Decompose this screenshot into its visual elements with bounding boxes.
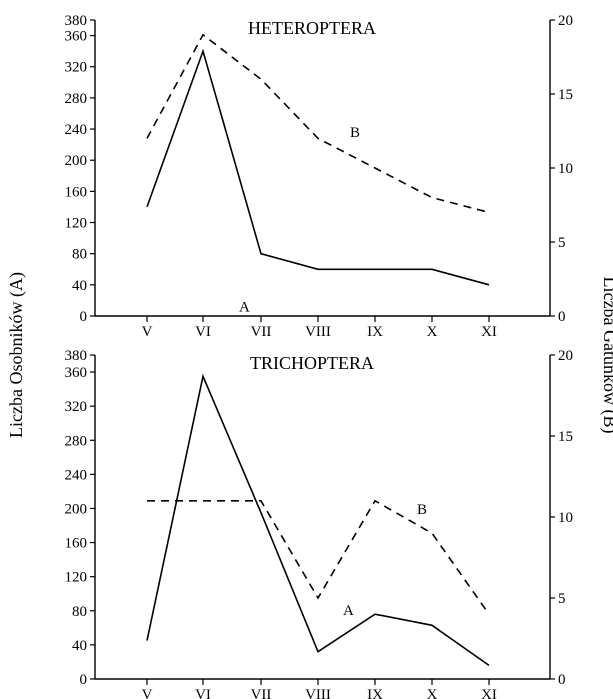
left-axis-tick-label: 280	[65, 433, 88, 449]
right-axis-tick-label: 0	[558, 672, 566, 688]
right-axis-tick-label: 20	[558, 13, 573, 29]
left-axis-tick-label: 280	[65, 91, 88, 107]
x-axis-tick-label: X	[427, 324, 438, 340]
left-axis-tick-label: 200	[65, 501, 88, 517]
right-axis-tick-label: 15	[558, 429, 573, 445]
series-a-label: A	[239, 300, 250, 316]
left-axis-tick-label: 80	[72, 604, 87, 620]
series-a-line	[146, 48, 490, 286]
left-axis-tick-label: 200	[65, 153, 88, 169]
left-axis-tick-label: 40	[72, 638, 87, 654]
x-axis-tick-label: VIII	[305, 687, 331, 699]
x-axis-tick-label: IX	[367, 687, 383, 699]
x-axis-tick-label: XI	[481, 687, 497, 699]
x-axis-tick-label: VIII	[305, 324, 331, 340]
right-axis-tick-label: 10	[558, 510, 573, 526]
x-axis-tick-label: VII	[251, 687, 272, 699]
right-axis-tick-label: 5	[558, 235, 566, 251]
series-b-line	[147, 499, 490, 615]
left-axis-tick-label: 0	[80, 672, 88, 688]
x-axis-tick-label: VI	[195, 324, 211, 340]
panel-title: TRICHOPTERA	[250, 353, 374, 373]
right-axis-tick-label: 10	[558, 161, 573, 177]
left-axis-tick-label: 80	[72, 247, 87, 263]
x-axis-tick-label: X	[427, 687, 438, 699]
left-axis-tick-label: 160	[65, 184, 88, 200]
left-axis-tick-label: 120	[65, 216, 88, 232]
left-axis-tick-label: 160	[65, 536, 88, 552]
right-axis-tick-label: 15	[558, 87, 573, 103]
left-axis-tick-label: 240	[65, 467, 88, 483]
left-axis-tick-label: 380	[65, 348, 88, 364]
left-axis-title: Liczba Osobników (A)	[6, 272, 27, 438]
series-a-label: A	[343, 603, 354, 619]
panel-title: HETEROPTERA	[248, 18, 376, 38]
left-axis-tick-label: 320	[65, 399, 88, 415]
left-axis-tick-label: 380	[65, 13, 88, 29]
left-axis-tick-label: 360	[65, 29, 88, 45]
series-b-line	[146, 33, 490, 214]
right-axis-tick-label: 0	[558, 309, 566, 325]
right-axis-tick-label: 20	[558, 348, 573, 364]
left-axis-tick-label: 360	[65, 365, 88, 381]
series-b-label: B	[350, 125, 360, 141]
x-axis-tick-label: V	[142, 687, 153, 699]
right-axis-tick-label: 5	[558, 591, 566, 607]
x-axis-tick-label: V	[142, 324, 153, 340]
left-axis-tick-label: 120	[65, 570, 88, 586]
x-axis-tick-label: XI	[481, 324, 497, 340]
left-axis-tick-label: 240	[65, 122, 88, 138]
left-axis-tick-label: 0	[80, 309, 88, 325]
left-axis-tick-label: 40	[72, 278, 87, 294]
left-axis-tick-label: 320	[65, 60, 88, 76]
x-axis-tick-label: VI	[195, 687, 211, 699]
x-axis-tick-label: IX	[367, 324, 383, 340]
series-a-line	[146, 373, 490, 667]
series-b-label: B	[417, 502, 427, 518]
x-axis-tick-label: VII	[251, 324, 272, 340]
right-axis-title: Liczba Gatunków (B)	[599, 277, 613, 434]
